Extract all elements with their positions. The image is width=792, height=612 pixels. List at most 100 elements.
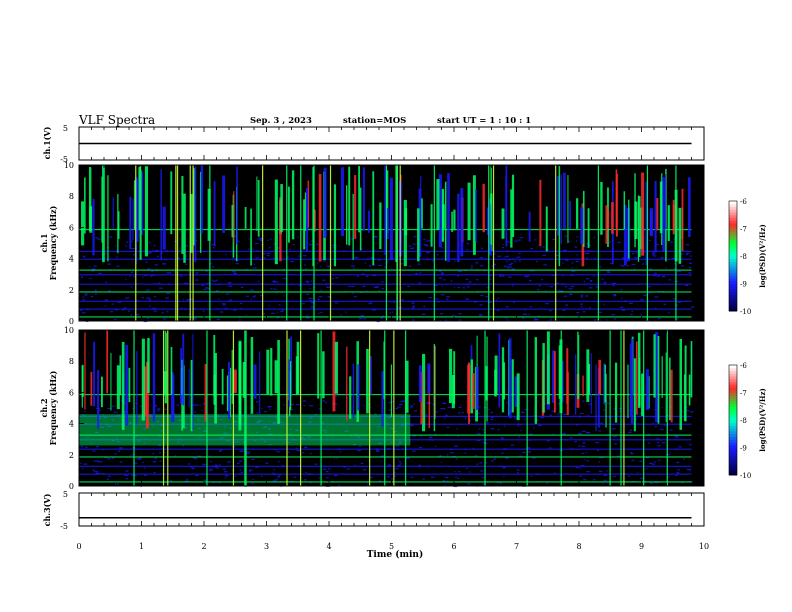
- spectrogram-cell: [202, 310, 205, 312]
- colorbar-segment: [729, 247, 737, 251]
- spectrogram-cell: [417, 263, 421, 265]
- spectrogram-cell: [346, 468, 350, 470]
- spectrogram-cell: [198, 427, 201, 430]
- spectrogram-sferic: [209, 165, 211, 321]
- spectrogram-cell: [268, 304, 270, 307]
- spectrogram-cell: [677, 469, 680, 471]
- spectrogram-streak: [457, 193, 460, 263]
- spectrogram-cell: [496, 309, 500, 312]
- spectrogram-cell: [400, 263, 403, 265]
- spectrogram-cell: [686, 468, 690, 471]
- spectrogram-streak: [475, 188, 477, 242]
- colorbar-segment: [729, 245, 737, 249]
- spectrogram-streak: [560, 174, 562, 244]
- spectrogram-cell: [350, 265, 355, 267]
- spectrogram-cell: [505, 306, 509, 308]
- spectrogram-cell: [335, 277, 339, 279]
- spectrogram-streak: [656, 198, 659, 231]
- spectrogram-cell: [219, 449, 223, 451]
- spectrogram-ytick-label: 6: [69, 388, 74, 397]
- spectrogram-streak: [101, 176, 103, 243]
- spectrogram-streak: [460, 188, 464, 257]
- spectrogram-cell: [104, 299, 109, 301]
- spectrogram-cell: [283, 295, 285, 297]
- spectrogram-cell: [406, 457, 410, 459]
- spectrogram-cell: [192, 404, 196, 406]
- spectrogram-cell: [408, 265, 412, 267]
- spectrogram-cell: [598, 311, 602, 313]
- spectrogram-cell: [570, 285, 573, 287]
- spectrogram-cell: [582, 400, 585, 402]
- spectrogram-cell: [606, 270, 610, 272]
- spectrogram-cell: [607, 402, 609, 405]
- spectrogram-cell: [612, 282, 616, 285]
- spectrogram-cell: [195, 474, 199, 477]
- spectrogram-streak: [665, 174, 667, 230]
- spectrogram-cell: [680, 481, 684, 484]
- spectrogram-cell: [465, 278, 469, 280]
- spectrogram-cell: [100, 400, 102, 402]
- spectrogram-cell: [503, 476, 505, 478]
- spectrogram-cell: [423, 305, 426, 308]
- spectrogram-cell: [308, 243, 313, 246]
- spectrogram-cell: [688, 266, 691, 269]
- spectrogram-streak: [403, 199, 407, 267]
- spectrogram-ytick-label: 2: [69, 286, 74, 295]
- spectrogram-cell: [212, 247, 215, 249]
- colorbar-segment: [729, 212, 737, 216]
- spectrogram-streak: [290, 361, 292, 411]
- spectrogram-cell: [326, 282, 328, 285]
- spectrogram-cell: [646, 456, 650, 459]
- spectrogram-streak: [213, 334, 216, 397]
- spectrogram-cell: [488, 301, 492, 303]
- spectrogram-cell: [207, 440, 209, 442]
- spectrogram-cell: [538, 424, 542, 426]
- spectrogram-cell: [549, 310, 553, 312]
- spectrogram-streak: [575, 198, 579, 229]
- spectrogram-cell: [691, 306, 695, 308]
- x-tick-label: 0: [76, 542, 81, 551]
- spectrogram-cell: [588, 287, 593, 289]
- spectrogram-cell: [242, 458, 244, 460]
- spectrogram-streak: [490, 166, 492, 245]
- spectrogram-streak: [420, 175, 422, 229]
- spectrogram-cell: [489, 275, 492, 277]
- spectrogram-cell: [553, 472, 556, 474]
- spectrogram-cell: [153, 310, 157, 312]
- spectrogram-cell: [102, 414, 104, 416]
- spectrogram-cell: [649, 482, 653, 485]
- spectrogram-cell: [598, 461, 600, 463]
- spectrogram-cell: [538, 284, 541, 287]
- spectrogram-cell: [386, 260, 389, 262]
- spectrogram-streak: [141, 338, 145, 421]
- spectrogram-sferic: [300, 165, 302, 321]
- spectrogram-cell: [419, 272, 422, 274]
- spectrogram-cell: [554, 284, 556, 286]
- spectrogram-cell: [128, 310, 131, 312]
- spectrogram-cell: [660, 428, 664, 431]
- spectrogram-cell: [621, 309, 626, 311]
- spectrogram-cell: [603, 303, 606, 305]
- colorbar-tick-label: -8: [740, 417, 747, 425]
- spectrogram-cell: [689, 411, 694, 413]
- spectrogram-streak: [645, 369, 649, 411]
- colorbar-tick-label: -6: [740, 198, 747, 206]
- spectrogram-cell: [359, 445, 362, 447]
- spectrogram-cell: [215, 290, 219, 292]
- spectrogram-cell: [305, 246, 307, 249]
- spectrogram-cell: [512, 285, 514, 287]
- spectrogram-streak: [92, 198, 95, 256]
- spectrogram-cell: [620, 289, 623, 291]
- spectrogram-cell: [602, 483, 605, 485]
- colorbar-segment: [729, 253, 737, 257]
- spectrogram-cell: [421, 313, 426, 315]
- spectrogram-cell: [154, 404, 158, 407]
- spectrogram-cell: [582, 442, 586, 444]
- spectrogram-cell: [599, 457, 601, 459]
- spectrogram-cell: [644, 480, 646, 482]
- spectrogram-cell: [455, 476, 457, 478]
- spectrogram-cell: [685, 409, 690, 412]
- spectrogram-streak: [482, 183, 485, 233]
- spectrogram-streak: [659, 181, 663, 234]
- spectrogram-cell: [320, 289, 323, 291]
